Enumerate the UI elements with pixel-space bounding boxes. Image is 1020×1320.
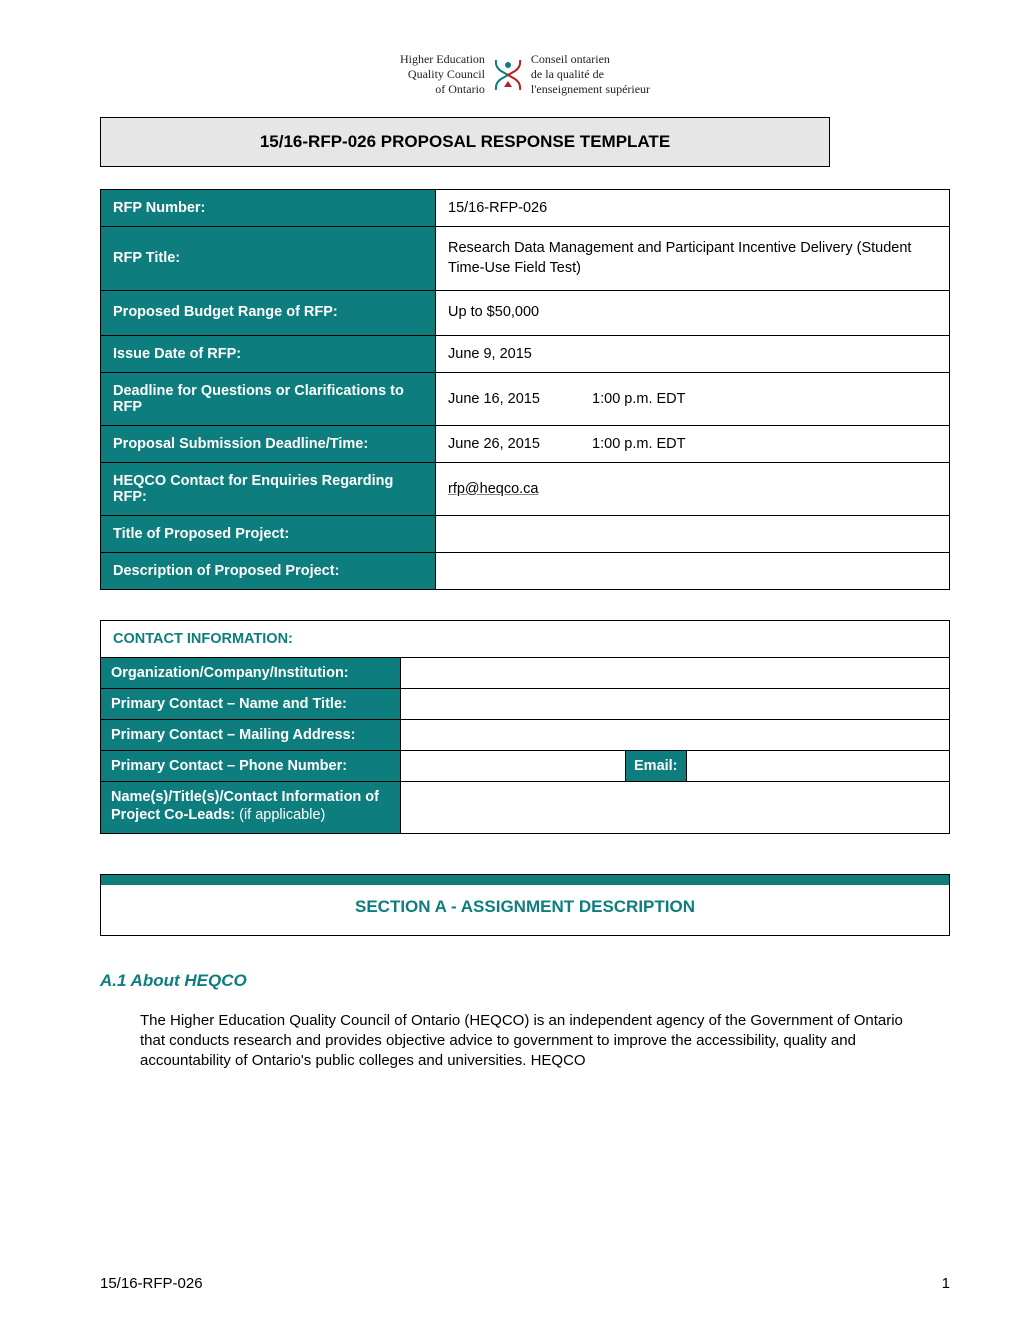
label-cell: RFP Number: xyxy=(101,190,436,227)
table-row: Primary Contact – Phone Number: Email: xyxy=(101,751,950,782)
label-cell: Primary Contact – Mailing Address: xyxy=(101,719,401,750)
label-cell: Proposal Submission Deadline/Time: xyxy=(101,425,436,462)
table-row: HEQCO Contact for Enquiries Regarding RF… xyxy=(101,462,950,515)
label-cell: Primary Contact – Phone Number: xyxy=(101,751,401,782)
document-page: Higher Education Quality Council of Onta… xyxy=(0,0,1020,1320)
document-title-bar: 15/16-RFP-026 PROPOSAL RESPONSE TEMPLATE xyxy=(100,117,830,167)
table-row: Proposed Budget Range of RFP: Up to $50,… xyxy=(101,291,950,336)
value-cell[interactable] xyxy=(436,552,950,589)
table-row: Issue Date of RFP: June 9, 2015 xyxy=(101,335,950,372)
value-cell: June 9, 2015 xyxy=(436,335,950,372)
label-cell: Proposed Budget Range of RFP: xyxy=(101,291,436,336)
table-row: Primary Contact – Mailing Address: xyxy=(101,719,950,750)
table-row: Organization/Company/Institution: xyxy=(101,657,950,688)
contact-info-table: CONTACT INFORMATION: Organization/Compan… xyxy=(100,620,950,835)
table-row: RFP Number: 15/16-RFP-026 xyxy=(101,190,950,227)
label-cell: Issue Date of RFP: xyxy=(101,335,436,372)
label-cell: HEQCO Contact for Enquiries Regarding RF… xyxy=(101,462,436,515)
rfp-info-table: RFP Number: 15/16-RFP-026 RFP Title: Res… xyxy=(100,189,950,590)
value-cell: 15/16-RFP-026 xyxy=(436,190,950,227)
value-cell: June 16, 2015 1:00 p.m. EDT xyxy=(436,372,950,425)
table-row: Title of Proposed Project: xyxy=(101,515,950,552)
section-a-header: SECTION A - ASSIGNMENT DESCRIPTION xyxy=(100,874,950,936)
value-cell[interactable] xyxy=(686,751,949,782)
footer-doc-id: 15/16-RFP-026 xyxy=(100,1275,203,1292)
logo-text-english: Higher Education Quality Council of Onta… xyxy=(400,52,485,97)
logo-block: Higher Education Quality Council of Onta… xyxy=(100,50,950,97)
table-row: Description of Proposed Project: xyxy=(101,552,950,589)
table-row: Name(s)/Title(s)/Contact Information of … xyxy=(101,782,950,834)
table-row: RFP Title: Research Data Management and … xyxy=(101,227,950,291)
label-cell: Title of Proposed Project: xyxy=(101,515,436,552)
page-footer: 15/16-RFP-026 1 xyxy=(100,1275,950,1292)
label-cell: Name(s)/Title(s)/Contact Information of … xyxy=(101,782,401,834)
value-cell[interactable] xyxy=(436,515,950,552)
value-cell[interactable] xyxy=(401,657,950,688)
label-cell: RFP Title: xyxy=(101,227,436,291)
logo-text-french: Conseil ontarien de la qualité de l'ense… xyxy=(531,52,650,97)
value-cell: Research Data Management and Participant… xyxy=(436,227,950,291)
label-cell: Organization/Company/Institution: xyxy=(101,657,401,688)
value-cell[interactable] xyxy=(401,751,626,782)
contact-header-cell: CONTACT INFORMATION: xyxy=(101,620,950,657)
value-cell[interactable] xyxy=(401,782,950,834)
value-cell[interactable] xyxy=(401,719,950,750)
label-cell: Description of Proposed Project: xyxy=(101,552,436,589)
value-cell[interactable] xyxy=(401,688,950,719)
section-title: SECTION A - ASSIGNMENT DESCRIPTION xyxy=(101,885,950,936)
email-label-cell: Email: xyxy=(626,751,687,782)
value-cell: June 26, 2015 1:00 p.m. EDT xyxy=(436,425,950,462)
heqco-logo-icon xyxy=(493,57,523,93)
contact-header-row: CONTACT INFORMATION: xyxy=(101,620,950,657)
value-cell: rfp@heqco.ca xyxy=(436,462,950,515)
table-row: Deadline for Questions or Clarifications… xyxy=(101,372,950,425)
table-row: Primary Contact – Name and Title: xyxy=(101,688,950,719)
table-row: Proposal Submission Deadline/Time: June … xyxy=(101,425,950,462)
footer-page-number: 1 xyxy=(942,1275,950,1292)
subsection-heading: A.1 About HEQCO xyxy=(100,971,950,991)
value-cell: Up to $50,000 xyxy=(436,291,950,336)
label-cell: Primary Contact – Name and Title: xyxy=(101,688,401,719)
body-paragraph: The Higher Education Quality Council of … xyxy=(100,1011,930,1072)
label-cell: Deadline for Questions or Clarifications… xyxy=(101,372,436,425)
